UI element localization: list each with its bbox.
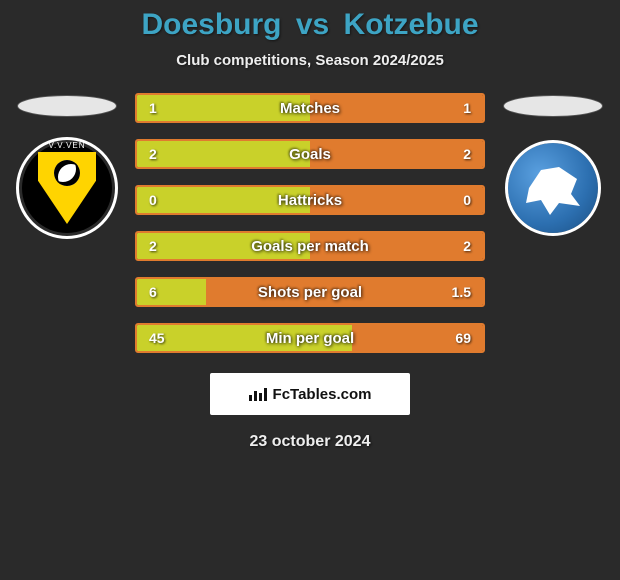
team-b-ellipse [503, 95, 603, 117]
stat-fill-b [310, 95, 483, 121]
stat-value-b: 69 [455, 330, 471, 346]
stat-value-b: 2 [463, 146, 471, 162]
match-title: Doesburg vs Kotzebue [0, 8, 620, 42]
team-b-name: Kotzebue [344, 8, 479, 41]
attribution-text: FcTables.com [273, 386, 372, 403]
stat-row: Goals per match22 [135, 231, 485, 261]
stat-value-b: 1 [463, 100, 471, 116]
stat-fill-a [137, 279, 206, 305]
stat-value-b: 0 [463, 192, 471, 208]
main-row: V.V.VEN Matches11Goals22Hattricks00Goals… [0, 93, 620, 353]
team-a-name: Doesburg [141, 8, 281, 41]
stat-fill-a [137, 95, 310, 121]
stat-value-a: 6 [149, 284, 157, 300]
chart-bars-icon [249, 387, 267, 401]
date-label: 23 october 2024 [0, 433, 620, 451]
stat-value-b: 2 [463, 238, 471, 254]
stat-fill-a [137, 187, 310, 213]
stat-value-a: 2 [149, 238, 157, 254]
stat-fill-a [137, 233, 310, 259]
team-b-crest [508, 143, 598, 233]
stat-fill-b [310, 233, 483, 259]
stat-value-a: 1 [149, 100, 157, 116]
stat-fill-b [310, 187, 483, 213]
stat-row: Matches11 [135, 93, 485, 123]
stat-value-a: 0 [149, 192, 157, 208]
stat-value-a: 45 [149, 330, 165, 346]
stat-row: Min per goal4569 [135, 323, 485, 353]
team-a-crest: V.V.VEN [22, 143, 112, 233]
attribution-badge: FcTables.com [210, 373, 410, 415]
team-a-ellipse [17, 95, 117, 117]
infographic-root: Doesburg vs Kotzebue Club competitions, … [0, 0, 620, 451]
stat-value-a: 2 [149, 146, 157, 162]
crest-a-ring-text: V.V.VEN [22, 141, 112, 150]
stat-fill-a [137, 141, 310, 167]
stats-panel: Matches11Goals22Hattricks00Goals per mat… [135, 93, 485, 353]
vs-separator: vs [296, 8, 329, 41]
stat-fill-b [310, 141, 483, 167]
stat-row: Shots per goal61.5 [135, 277, 485, 307]
team-a-column: V.V.VEN [17, 93, 117, 233]
stat-row: Goals22 [135, 139, 485, 169]
stat-fill-a [137, 325, 352, 351]
subtitle: Club competitions, Season 2024/2025 [0, 52, 620, 69]
soccer-ball-icon [54, 160, 80, 186]
stat-row: Hattricks00 [135, 185, 485, 215]
team-b-column [503, 93, 603, 233]
stat-fill-b [206, 279, 483, 305]
stat-value-b: 1.5 [452, 284, 471, 300]
